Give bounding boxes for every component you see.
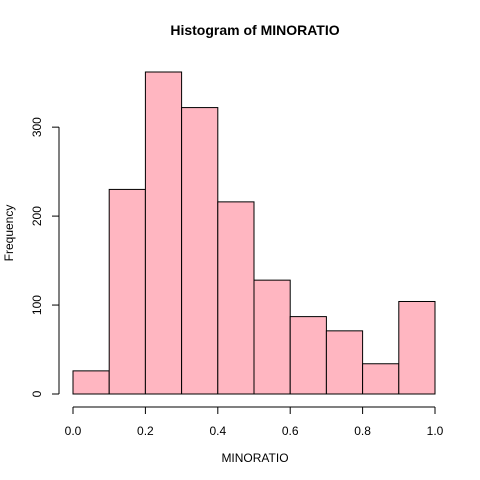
x-tick-label: 0.0 bbox=[65, 424, 82, 438]
histogram-bar bbox=[73, 371, 109, 394]
x-tick-label: 0.8 bbox=[354, 424, 371, 438]
histogram-bar bbox=[254, 280, 290, 394]
histogram-bar bbox=[290, 317, 326, 394]
y-axis-label: Frequency bbox=[2, 205, 16, 262]
bars-group bbox=[73, 72, 435, 394]
histogram-bar bbox=[363, 364, 399, 394]
y-tick-label: 100 bbox=[30, 295, 44, 315]
histogram-bar bbox=[218, 202, 254, 394]
histogram-bar bbox=[399, 301, 435, 394]
x-axis: 0.0 0.2 0.4 0.6 0.8 1.0 bbox=[65, 407, 444, 438]
x-axis-label: MINORATIO bbox=[221, 451, 288, 465]
histogram-bar bbox=[326, 331, 362, 394]
chart-title: Histogram of MINORATIO bbox=[170, 22, 339, 38]
y-tick-label: 300 bbox=[30, 117, 44, 137]
y-tick-label: 0 bbox=[30, 390, 44, 397]
x-tick-label: 0.2 bbox=[137, 424, 154, 438]
histogram-bar bbox=[182, 108, 218, 394]
x-tick-label: 1.0 bbox=[427, 424, 444, 438]
y-tick-label: 200 bbox=[30, 206, 44, 226]
histogram-bar bbox=[109, 189, 145, 394]
y-axis: 0 100 200 300 bbox=[30, 117, 59, 398]
x-tick-label: 0.6 bbox=[282, 424, 299, 438]
x-tick-label: 0.4 bbox=[209, 424, 226, 438]
histogram-bar bbox=[145, 72, 181, 394]
